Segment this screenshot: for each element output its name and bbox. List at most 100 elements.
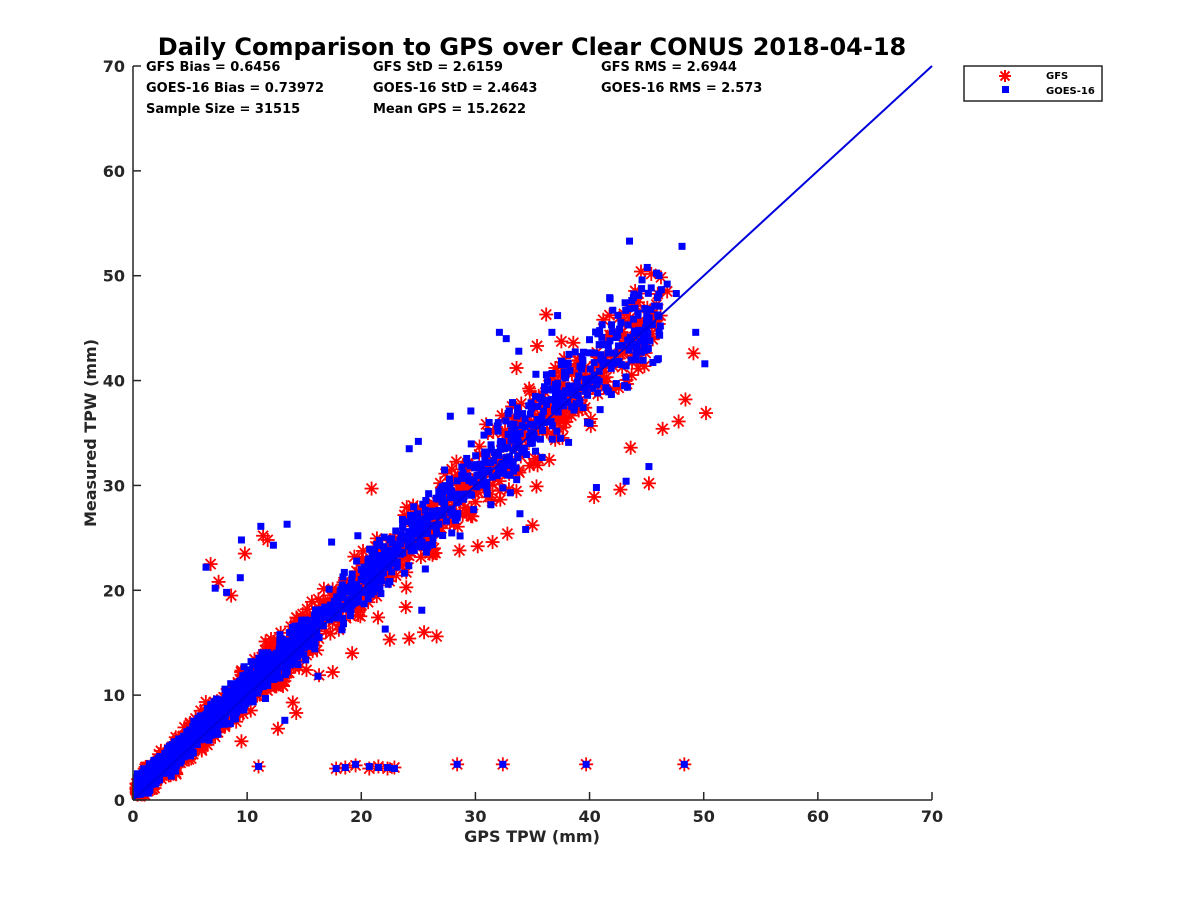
goes16-point [318, 606, 326, 614]
goes16-point [499, 484, 507, 492]
goes16-point [614, 342, 622, 350]
goes16-point [377, 590, 385, 598]
goes16-point [604, 349, 612, 357]
goes16-point [607, 364, 615, 372]
goes16-point [446, 494, 454, 502]
goes16-point [179, 753, 187, 761]
goes16-point [312, 606, 320, 614]
goes16-point [534, 402, 542, 410]
goes16-point [663, 280, 671, 288]
goes16-point [268, 666, 276, 674]
goes16-point [393, 558, 401, 566]
gfs-point [485, 535, 500, 550]
goes16-point [387, 550, 395, 558]
goes16-point [510, 467, 518, 475]
goes16-point [276, 631, 284, 639]
goes16-point [646, 337, 654, 345]
goes16-point [566, 367, 574, 375]
goes16-point [283, 520, 291, 528]
goes16-point [172, 745, 180, 753]
goes16-point [366, 545, 374, 553]
goes16-point [477, 481, 485, 489]
goes16-point [614, 311, 622, 319]
goes16-point [335, 611, 343, 619]
gfs-point [285, 695, 300, 710]
goes16-point [497, 461, 505, 469]
goes16-point [655, 272, 663, 280]
goes16-point [532, 370, 540, 378]
goes16-point [608, 321, 616, 329]
goes16-point [290, 633, 298, 641]
goes16-point [528, 439, 536, 447]
goes16-point [564, 359, 572, 367]
goes16-point [249, 660, 257, 668]
goes16-point [245, 670, 253, 678]
gfs-point [470, 539, 485, 554]
goes16-point [152, 770, 160, 778]
goes16-point [183, 737, 191, 745]
goes16-point [391, 547, 399, 555]
goes16-point [329, 607, 337, 615]
goes16-point [521, 423, 529, 431]
goes16-point [594, 389, 602, 397]
goes16-point [419, 520, 427, 528]
goes16-point [301, 630, 309, 638]
gfs-point [289, 705, 304, 720]
goes16-point [429, 534, 437, 542]
goes16-point [291, 643, 299, 651]
gfs-point [345, 646, 360, 661]
goes16-point [155, 776, 163, 784]
goes16-point [480, 431, 488, 439]
goes16-point [651, 302, 659, 310]
goes16-point [254, 669, 262, 677]
legend-gfs-label: GFS [1046, 71, 1068, 82]
goes16-point [470, 476, 478, 484]
goes16-point [235, 687, 243, 695]
goes16-point [199, 728, 207, 736]
goes16-point [441, 466, 449, 474]
goes16-point [425, 522, 433, 530]
goes16-point [509, 399, 517, 407]
gfs-point [468, 494, 483, 509]
goes16-point [273, 672, 281, 680]
goes16-point [409, 515, 417, 523]
goes16-point [418, 606, 426, 614]
goes16-point [526, 410, 534, 418]
goes16-point [375, 536, 383, 544]
goes16-point [644, 289, 652, 297]
goes16-point [317, 615, 325, 623]
goes16-point [236, 691, 244, 699]
goes16-point [655, 302, 663, 310]
goes16-point [337, 593, 345, 601]
y-tick-label: 60 [103, 162, 125, 181]
goes16-point [630, 290, 638, 298]
goes16-point [656, 322, 664, 330]
goes16-point [367, 556, 375, 564]
goes16-point [221, 720, 229, 728]
goes16-point [380, 543, 388, 551]
goes16-point [493, 472, 501, 480]
goes16-point [333, 604, 341, 612]
goes16-point [145, 787, 153, 795]
goes16-point [581, 387, 589, 395]
goes16-point [520, 444, 528, 452]
goes16-point [538, 453, 546, 461]
goes16-point [333, 593, 341, 601]
goes16-point [488, 473, 496, 481]
goes16-point [478, 461, 486, 469]
goes16-point [381, 625, 389, 633]
goes16-point [439, 532, 447, 540]
goes16-point [606, 295, 614, 303]
goes16-point [164, 759, 172, 767]
goes16-point [379, 555, 387, 563]
goes16-point [212, 730, 220, 738]
gfs-point [678, 392, 693, 407]
goes16-point [576, 397, 584, 405]
one-to-one-line [132, 65, 933, 801]
goes16-point [300, 651, 308, 659]
goes16-point [150, 756, 158, 764]
gfs-point [671, 414, 686, 429]
goes16-point [209, 715, 217, 723]
stat-goes-bias: GOES-16 Bias = 0.73972 [146, 81, 324, 96]
